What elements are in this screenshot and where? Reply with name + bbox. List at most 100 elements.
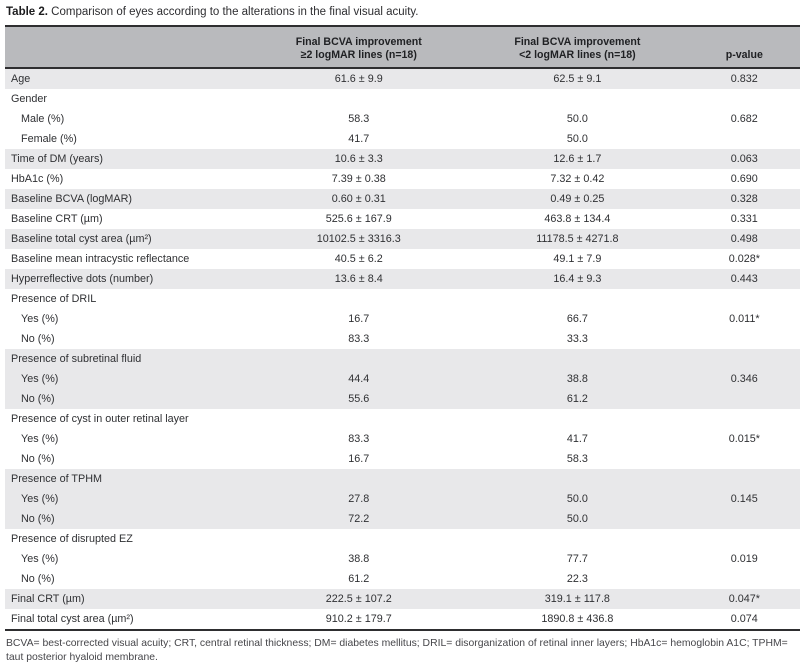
table-row: Male (%) 58.3 50.0 0.682 [5,109,800,129]
row-label: Baseline CRT (µm) [11,213,103,225]
row-label: Presence of subretinal fluid [11,353,142,365]
row-label: Age [11,73,31,85]
row-label: No (%) [21,333,55,345]
row-value-nonimproved: 50.0 [566,133,588,145]
table-caption-text: Comparison of eyes according to the alte… [47,6,419,18]
table-row: HbA1c (%) 7.39 ± 0.38 7.32 ± 0.42 0.690 [5,169,800,189]
row-value-nonimproved: 61.2 [566,393,588,405]
row-label: Baseline BCVA (logMAR) [11,193,133,205]
table-header-row: Final BCVA improvement ≥2 logMAR lines (… [5,27,800,69]
table-footnote: BCVA= best-corrected visual acuity; CRT,… [6,638,788,663]
header-improved-line1: Final BCVA improvement [295,36,422,48]
row-value-improved: 55.6 [348,393,370,405]
row-pvalue: 0.346 [730,373,758,385]
row-label: No (%) [21,453,55,465]
table-row: Yes (%) 83.3 41.7 0.015* [5,429,800,449]
table-row: Presence of cyst in outer retinal layer [5,409,800,429]
header-nonimproved-line2: <2 logMAR lines (n=18) [519,49,636,61]
table-row: Baseline mean intracystic reflectance 40… [5,249,800,269]
header-cell-nonimproved-group: Final BCVA improvement <2 logMAR lines (… [466,36,689,62]
table-caption: Table 2. Comparison of eyes according to… [6,6,800,18]
row-label: Baseline mean intracystic reflectance [11,253,190,265]
row-pvalue: 0.328 [730,193,758,205]
row-value-improved: 83.3 [348,433,370,445]
row-pvalue: 0.498 [730,233,758,245]
row-label: HbA1c (%) [11,173,64,185]
row-value-nonimproved: 463.8 ± 134.4 [544,213,611,225]
comparison-table: Final BCVA improvement ≥2 logMAR lines (… [5,25,800,631]
table-row: Presence of TPHM [5,469,800,489]
row-value-nonimproved: 41.7 [566,433,588,445]
row-label: Female (%) [21,133,77,145]
row-pvalue: 0.690 [730,173,758,185]
row-label: No (%) [21,393,55,405]
row-pvalue: 0.028* [728,253,760,265]
row-pvalue: 0.074 [730,613,758,625]
row-label: Male (%) [21,113,65,125]
row-value-nonimproved: 319.1 ± 117.8 [544,593,610,605]
row-label: Yes (%) [21,373,59,385]
row-pvalue: 0.011* [729,313,760,325]
table-caption-number: Table 2. [6,6,48,18]
row-value-nonimproved: 77.7 [566,553,588,565]
row-value-improved: 61.2 [348,573,370,585]
header-cell-improved-group: Final BCVA improvement ≥2 logMAR lines (… [251,36,466,62]
row-value-nonimproved: 33.3 [566,333,588,345]
header-improved-line2: ≥2 logMAR lines (n=18) [300,49,417,61]
row-value-nonimproved: 50.0 [566,113,588,125]
row-value-nonimproved: 50.0 [566,493,588,505]
table-row: Baseline CRT (µm) 525.6 ± 167.9 463.8 ± … [5,209,800,229]
row-value-nonimproved: 1890.8 ± 436.8 [541,613,614,625]
row-value-nonimproved: 62.5 ± 9.1 [553,73,602,85]
table-row: Presence of DRIL [5,289,800,309]
table-row: Gender [5,89,800,109]
row-value-nonimproved: 66.7 [566,313,588,325]
table-row: Yes (%) 44.4 38.8 0.346 [5,369,800,389]
row-label: Time of DM (years) [11,153,103,165]
row-value-improved: 10.6 ± 3.3 [334,153,383,165]
table-row: Yes (%) 27.8 50.0 0.145 [5,489,800,509]
table-row: Age 61.6 ± 9.9 62.5 ± 9.1 0.832 [5,69,800,89]
row-label: Yes (%) [21,313,59,325]
row-label: Presence of cyst in outer retinal layer [11,413,189,425]
row-value-improved: 40.5 ± 6.2 [334,253,383,265]
table-row: Presence of subretinal fluid [5,349,800,369]
row-value-improved: 83.3 [348,333,370,345]
row-value-improved: 16.7 [348,453,370,465]
row-value-nonimproved: 0.49 ± 0.25 [550,193,605,205]
row-value-nonimproved: 22.3 [566,573,588,585]
header-nonimproved-line1: Final BCVA improvement [514,36,641,48]
row-pvalue: 0.682 [730,113,758,125]
row-pvalue: 0.047* [728,593,760,605]
row-value-improved: 16.7 [348,313,370,325]
row-label: Presence of TPHM [11,473,103,485]
row-label: Final CRT (µm) [11,593,85,605]
row-label: Final total cyst area (µm²) [11,613,134,625]
table-row: No (%) 16.7 58.3 [5,449,800,469]
row-value-improved: 44.4 [348,373,370,385]
table-row: Final total cyst area (µm²) 910.2 ± 179.… [5,609,800,629]
table-row: No (%) 55.6 61.2 [5,389,800,409]
row-value-improved: 10102.5 ± 3316.3 [316,233,401,245]
header-pvalue-label: p-value [725,49,763,61]
row-value-nonimproved: 49.1 ± 7.9 [553,253,602,265]
header-cell-pvalue: p-value [689,49,800,62]
table-row: No (%) 83.3 33.3 [5,329,800,349]
row-value-improved: 58.3 [348,113,370,125]
row-label: Hyperreflective dots (number) [11,273,154,285]
row-label: Yes (%) [21,553,59,565]
row-value-improved: 13.6 ± 8.4 [334,273,383,285]
row-value-improved: 41.7 [348,133,370,145]
row-value-nonimproved: 58.3 [566,453,588,465]
row-label: No (%) [21,513,55,525]
row-value-improved: 72.2 [348,513,370,525]
row-value-improved: 27.8 [348,493,370,505]
row-value-improved: 222.5 ± 107.2 [325,593,392,605]
row-value-nonimproved: 16.4 ± 9.3 [553,273,602,285]
table-row: Time of DM (years) 10.6 ± 3.3 12.6 ± 1.7… [5,149,800,169]
row-label: Gender [11,93,48,105]
row-label: No (%) [21,573,55,585]
row-value-improved: 910.2 ± 179.7 [325,613,392,625]
row-value-improved: 7.39 ± 0.38 [331,173,386,185]
row-label: Yes (%) [21,433,59,445]
